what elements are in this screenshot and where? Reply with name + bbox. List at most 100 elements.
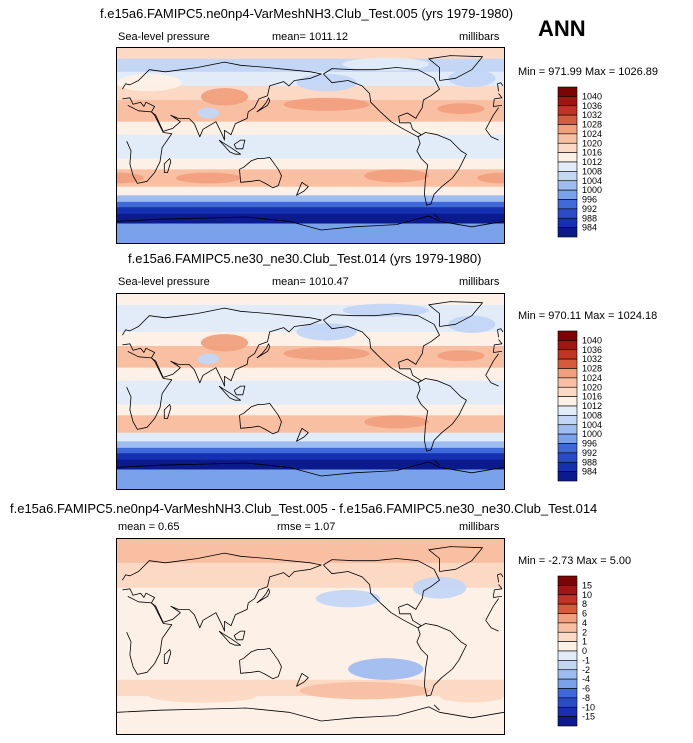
coastline [117,215,504,231]
colorbar-label: 4 [582,618,587,628]
field-anomaly [342,57,429,71]
panel3-colorbar: 15 10 8 6 4 2 1 0 -1 -2 -4 -6 -8 -10 -15 [557,575,618,728]
panel2-variable: Sea-level pressure [118,276,210,288]
colorbar-label: 984 [582,223,597,233]
field-band [117,201,504,208]
colorbar-box [557,340,578,351]
coastline [497,573,504,583]
colorbar-box [557,631,578,642]
coastline [416,378,467,452]
coastline [233,630,246,641]
colorbar-label: 1024 [582,373,602,383]
coastline [239,157,282,189]
field-band [117,453,504,461]
panel3-units: millibars [459,521,500,533]
colorbar-label: -2 [582,665,590,675]
colorbar-label: -1 [582,655,590,665]
panel2-minmax: Min = 970.11 Max = 1024.18 [518,310,658,322]
panel1-units: millibars [459,31,500,43]
field-anomaly [342,303,429,317]
coastline [428,546,483,572]
colorbar-box [557,669,578,680]
field-anomaly [149,689,257,703]
colorbar-box [557,688,578,699]
coastline [296,427,309,442]
coastline [296,672,309,687]
field-anomaly [283,347,370,361]
field-anomaly [296,323,357,341]
colorbar-box [557,396,578,407]
colorbar-label: 1036 [582,345,602,355]
coastline [416,623,467,697]
colorbar-box [557,415,578,426]
panel1-map [116,47,505,244]
colorbar-label: -10 [582,702,595,712]
panel3-rmse: rmse = 1.07 [277,521,336,533]
colorbar-box [557,358,578,369]
field-anomaly [117,418,144,430]
colorbar-box [557,641,578,652]
colorbar-label: -8 [582,693,590,703]
field-band [117,48,504,60]
colorbar-box [557,217,578,228]
field-anomaly [439,689,504,703]
coastline [117,461,504,477]
colorbar-label: 1 [582,637,587,647]
colorbar-box [557,386,578,397]
field-band [117,380,504,405]
field-band [117,459,504,470]
colorbar-box [557,377,578,388]
colorbar-label: -6 [582,684,590,694]
field-band [117,441,504,449]
colorbar-label: 988 [582,213,597,223]
colorbar-box [557,405,578,416]
coastline [428,301,483,327]
colorbar-label: 1028 [582,364,602,374]
coastline [256,588,271,604]
coastline [497,82,504,92]
colorbar-box [557,613,578,624]
coastline [296,181,309,196]
colorbar-box [557,96,578,107]
colorbar-label: 1004 [582,176,602,186]
colorbar-label: 1004 [582,420,602,430]
panel1-variable: Sea-level pressure [118,31,210,43]
colorbar-label: 1024 [582,129,602,139]
colorbar-label: 1032 [582,110,602,120]
colorbar-box [557,443,578,454]
colorbar-label: 1008 [582,166,602,176]
field-anomaly [197,353,220,365]
coastline [122,61,503,141]
coastline [218,385,241,401]
season-label: ANN [538,16,586,41]
field-anomaly [477,418,504,430]
coastline [218,139,241,155]
coastline [239,403,282,435]
colorbar-box [557,603,578,614]
coastline [323,558,440,629]
field-anomaly [197,107,220,119]
colorbar-label: 992 [582,448,597,458]
field-band [117,587,504,681]
colorbar-box [557,349,578,360]
colorbar-label: -4 [582,674,590,684]
field-anomaly [224,566,311,588]
colorbar-box [557,142,578,153]
coastline [163,649,172,664]
coastline [433,704,440,711]
colorbar-box [557,660,578,671]
panel1-mean: mean= 1011.12 [272,31,348,43]
panel2-map [116,293,505,490]
colorbar-box [557,622,578,633]
colorbar-label: 992 [582,204,597,214]
colorbar-label: 996 [582,439,597,449]
colorbar-label: 6 [582,609,587,619]
colorbar-box [557,697,578,708]
colorbar-label: 984 [582,467,597,477]
coastline [433,459,440,466]
field-band [117,447,504,454]
field-anomaly [448,69,496,87]
field-band [117,207,504,215]
coastline [117,706,504,722]
colorbar-label: 15 [582,580,592,590]
